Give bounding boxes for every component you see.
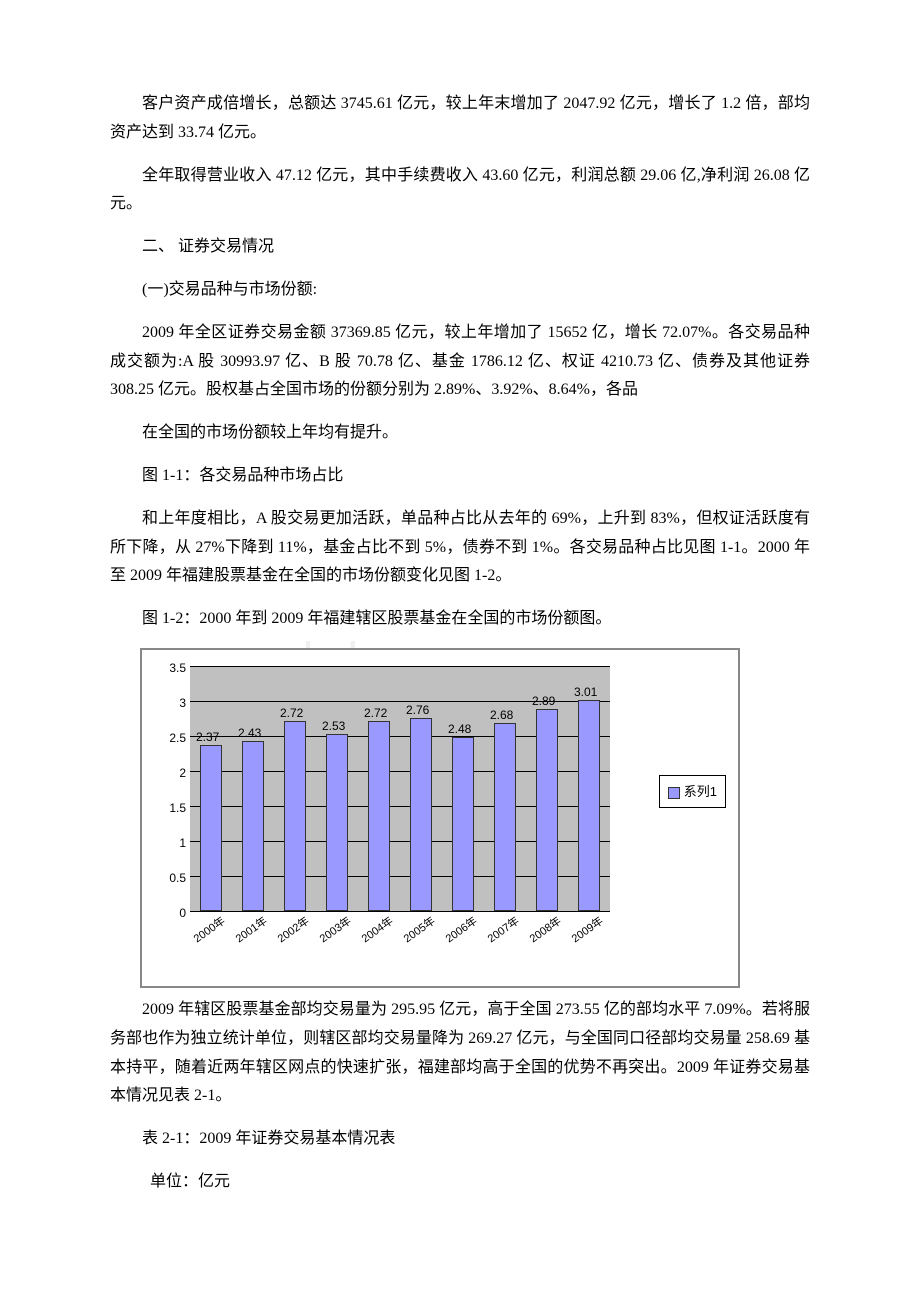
chart-ytick-label: 0.5	[146, 868, 186, 890]
chart-bar	[200, 745, 222, 911]
chart-gridline	[190, 911, 610, 912]
chart-xtick-label: 2004年	[358, 913, 398, 950]
table-2-1-unit: 单位：亿元	[110, 1168, 810, 1197]
figure-1-1-caption: 图 1-1：各交易品种市场占比	[110, 462, 810, 491]
chart-bar	[578, 700, 600, 911]
chart-bar-value-label: 2.43	[238, 723, 261, 745]
legend-swatch	[668, 787, 680, 799]
chart-bar-value-label: 2.72	[280, 703, 303, 725]
chart-bar	[368, 721, 390, 911]
chart-ytick-label: 3.5	[146, 658, 186, 680]
chart-bar-value-label: 2.37	[196, 727, 219, 749]
paragraph-10: 2009 年辖区股票基金部均交易量为 295.95 亿元，高于全国 273.55…	[110, 996, 810, 1111]
paragraph-3: 二、 证券交易情况	[110, 233, 810, 262]
paragraph-6: 在全国的市场份额较上年均有提升。	[110, 419, 810, 448]
chart-bar	[284, 721, 306, 911]
chart-xtick-label: 2002年	[274, 913, 314, 950]
chart-bar	[410, 718, 432, 911]
paragraph-4: (一)交易品种与市场份额:	[110, 276, 810, 305]
chart-bar-value-label: 2.48	[448, 719, 471, 741]
paragraph-5: 2009 年全区证券交易金额 37369.85 亿元，较上年增加了 15652 …	[110, 319, 810, 405]
chart-xtick-label: 2006年	[442, 913, 482, 950]
chart-bar-value-label: 2.72	[364, 703, 387, 725]
chart-bar	[452, 737, 474, 911]
figure-1-2-caption: 图 1-2：2000 年到 2009 年福建辖区股票基金在全国的市场份额图。	[110, 605, 810, 634]
chart-bar-value-label: 2.53	[322, 716, 345, 738]
table-2-1-caption: 表 2-1：2009 年证券交易基本情况表	[110, 1125, 810, 1154]
chart-ytick-label: 3	[146, 693, 186, 715]
legend-label: 系列1	[684, 784, 717, 799]
chart-bar-value-label: 2.68	[490, 705, 513, 727]
chart-ytick-label: 2.5	[146, 728, 186, 750]
chart-bar	[494, 723, 516, 911]
market-share-chart: www.bdocx.com 00.511.522.533.5 2000年2001…	[140, 648, 740, 988]
chart-legend: 系列1	[659, 775, 726, 808]
chart-xtick-label: 2008年	[526, 913, 566, 950]
chart-bar-value-label: 3.01	[574, 682, 597, 704]
chart-bar-value-label: 2.89	[532, 691, 555, 713]
paragraph-2: 全年取得营业收入 47.12 亿元，其中手续费收入 43.60 亿元，利润总额 …	[110, 162, 810, 220]
chart-bar	[536, 709, 558, 911]
chart-bar	[326, 734, 348, 911]
paragraph-1: 客户资产成倍增长，总额达 3745.61 亿元，较上年末增加了 2047.92 …	[110, 90, 810, 148]
chart-bar	[242, 741, 264, 911]
chart-xtick-label: 2009年	[568, 913, 608, 950]
chart-xtick-label: 2007年	[484, 913, 524, 950]
chart-ytick-label: 1	[146, 833, 186, 855]
chart-xtick-label: 2005年	[400, 913, 440, 950]
chart-xtick-label: 2000年	[190, 913, 230, 950]
chart-bar-value-label: 2.76	[406, 700, 429, 722]
chart-ytick-label: 0	[146, 903, 186, 925]
chart-ytick-label: 1.5	[146, 798, 186, 820]
chart-gridline	[190, 666, 610, 667]
paragraph-8: 和上年度相比，A 股交易更加活跃，单品种占比从去年的 69%，上升到 83%，但…	[110, 505, 810, 591]
chart-frame: 00.511.522.533.5 2000年2001年2002年2003年200…	[140, 648, 740, 988]
chart-ytick-label: 2	[146, 763, 186, 785]
chart-xtick-label: 2003年	[316, 913, 356, 950]
chart-xtick-label: 2001年	[232, 913, 272, 950]
